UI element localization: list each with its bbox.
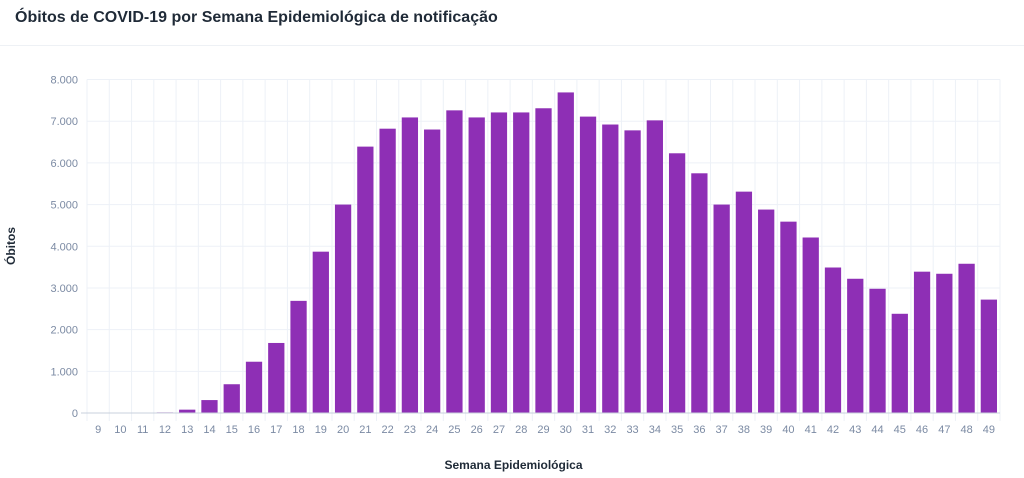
x-tick-label: 48	[960, 424, 972, 436]
bar	[379, 128, 396, 413]
x-tick-label: 9	[95, 424, 101, 436]
y-tick-label: 1.000	[50, 366, 78, 378]
x-tick-label: 18	[292, 424, 304, 436]
y-tick-label: 6.000	[50, 158, 78, 170]
y-tick-label: 3.000	[50, 283, 78, 295]
y-axis-label: Óbitos	[3, 227, 18, 265]
y-tick-label: 0	[72, 408, 78, 420]
y-tick-label: 7.000	[50, 116, 78, 128]
bar	[513, 112, 530, 413]
x-tick-label: 46	[916, 424, 928, 436]
bar	[401, 117, 419, 414]
x-tick-label: 17	[270, 424, 282, 436]
y-tick-label: 8.000	[50, 75, 78, 87]
x-tick-label: 40	[782, 424, 794, 436]
bar	[668, 153, 686, 414]
x-tick-label: 41	[805, 424, 817, 436]
x-tick-label: 33	[626, 424, 638, 436]
x-tick-label: 45	[894, 424, 906, 436]
bar	[357, 146, 374, 413]
bar	[290, 300, 307, 413]
x-tick-label: 49	[983, 424, 995, 436]
bar	[980, 299, 997, 413]
bar	[624, 130, 641, 413]
x-tick-label: 12	[159, 424, 171, 436]
divider	[0, 45, 1024, 46]
x-tick-label: 38	[738, 424, 750, 436]
bar	[958, 263, 975, 413]
x-tick-label: 13	[181, 424, 193, 436]
x-tick-label: 39	[760, 424, 772, 436]
x-tick-label: 37	[716, 424, 728, 436]
bar	[579, 116, 597, 414]
x-tick-label: 44	[871, 424, 883, 436]
bar	[891, 313, 908, 413]
bar	[490, 112, 508, 413]
x-tick-label: 22	[381, 424, 393, 436]
bar	[334, 204, 352, 413]
y-tick-label: 5.000	[50, 200, 78, 212]
bar	[780, 221, 797, 413]
bar	[735, 191, 753, 413]
bar	[824, 267, 842, 413]
y-tick-label: 4.000	[50, 241, 78, 253]
x-tick-label: 23	[404, 424, 416, 436]
x-tick-label: 34	[649, 424, 661, 436]
x-tick-label: 11	[137, 424, 148, 436]
x-tick-label: 47	[938, 424, 950, 436]
x-tick-label: 14	[203, 424, 215, 436]
bar	[913, 271, 931, 413]
bar	[602, 124, 619, 414]
x-tick-label: 26	[471, 424, 483, 436]
bar	[201, 400, 218, 413]
x-tick-label: 32	[604, 424, 616, 436]
x-tick-label: 10	[114, 424, 126, 436]
x-tick-label: 24	[426, 424, 438, 436]
bar	[424, 129, 441, 413]
bar	[758, 209, 775, 413]
x-tick-label: 21	[359, 424, 371, 436]
bar	[468, 117, 485, 414]
bar	[936, 273, 953, 413]
x-tick-label: 42	[827, 424, 839, 436]
x-axis-label: Semana Epidemiológica	[444, 458, 582, 472]
x-tick-label: 27	[493, 424, 505, 436]
x-tick-label: 43	[849, 424, 861, 436]
x-tick-label: 19	[315, 424, 327, 436]
bar	[646, 120, 663, 413]
x-tick-label: 36	[693, 424, 705, 436]
bar	[312, 251, 329, 413]
x-tick-label: 28	[515, 424, 527, 436]
x-tick-label: 29	[537, 424, 549, 436]
bar	[268, 342, 285, 413]
bar	[713, 204, 730, 413]
bar	[557, 92, 574, 413]
bar	[691, 173, 708, 413]
x-tick-label: 25	[448, 424, 460, 436]
bar	[179, 409, 196, 413]
x-tick-label: 15	[226, 424, 238, 436]
y-tick-label: 2.000	[50, 325, 78, 337]
bar	[802, 237, 819, 413]
x-tick-label: 31	[582, 424, 594, 436]
bar	[245, 361, 263, 413]
bar	[869, 288, 886, 413]
bar	[847, 278, 864, 413]
chart-title: Óbitos de COVID-19 por Semana Epidemioló…	[15, 9, 498, 26]
x-tick-label: 20	[337, 424, 349, 436]
x-tick-label: 30	[560, 424, 572, 436]
bar	[223, 384, 240, 413]
x-tick-label: 16	[248, 424, 260, 436]
bar	[535, 108, 552, 413]
bar	[446, 110, 463, 413]
x-tick-label: 35	[671, 424, 683, 436]
